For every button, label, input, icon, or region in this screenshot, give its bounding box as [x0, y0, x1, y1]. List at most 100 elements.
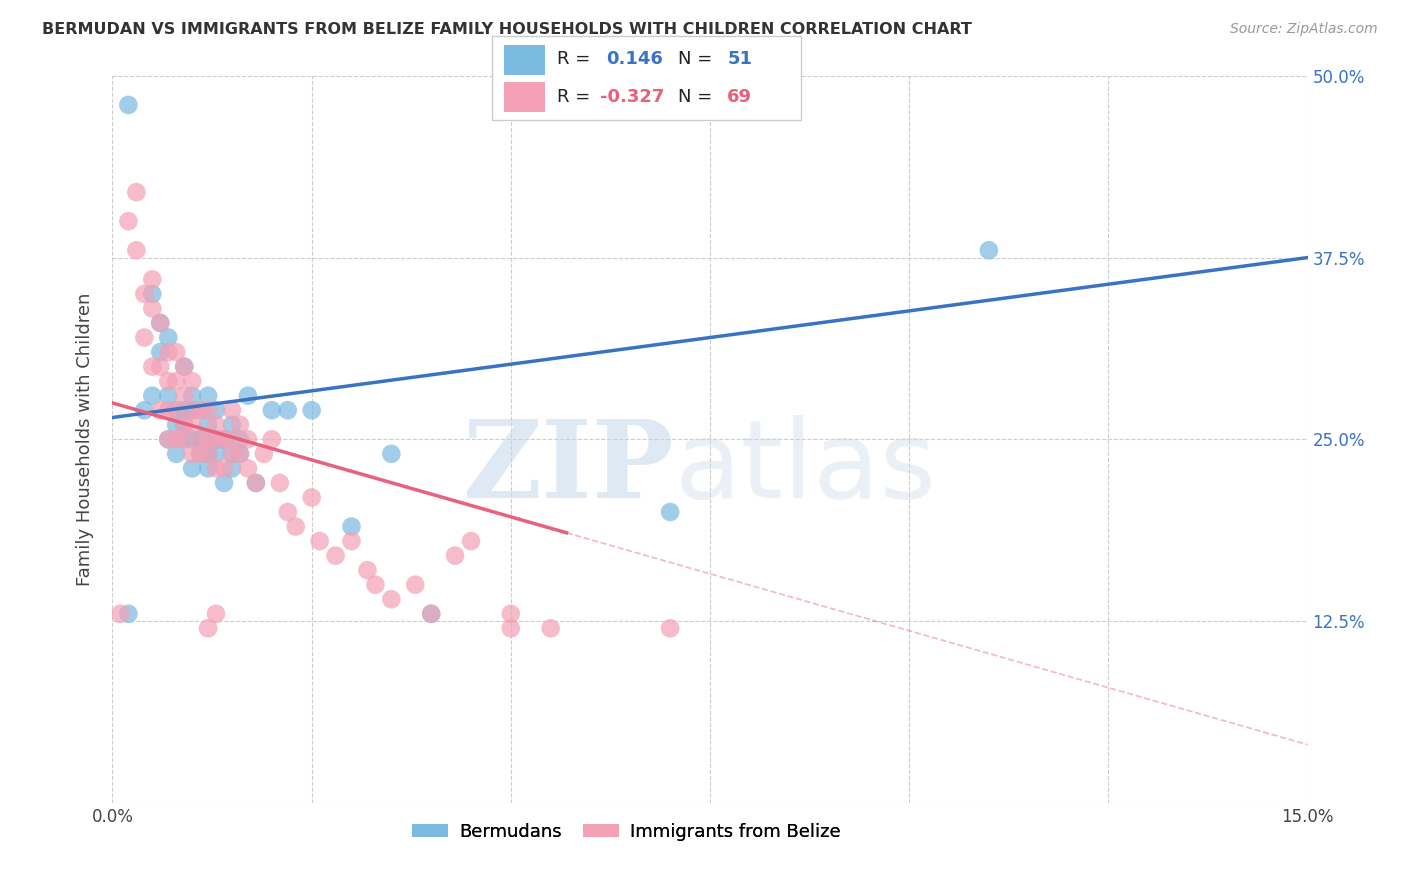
Point [229, 447, 252, 461]
Point [659, 621, 682, 635]
Point [212, 475, 235, 490]
Point [165, 345, 187, 359]
Y-axis label: Family Households with Children: Family Households with Children [76, 293, 94, 586]
Point [181, 403, 204, 417]
Point [141, 359, 163, 374]
Point [165, 447, 187, 461]
Point [188, 432, 211, 446]
Point [141, 389, 163, 403]
Point [277, 505, 299, 519]
Point [134, 330, 156, 344]
Point [141, 287, 163, 301]
Point [977, 244, 1000, 258]
Point [277, 403, 299, 417]
Point [221, 447, 243, 461]
Point [540, 621, 562, 635]
Point [173, 359, 195, 374]
FancyBboxPatch shape [492, 36, 801, 120]
Point [236, 461, 259, 475]
Point [141, 272, 163, 286]
Point [221, 417, 243, 432]
Point [229, 432, 252, 446]
Point [173, 417, 195, 432]
Point [364, 578, 387, 592]
Point [212, 432, 235, 446]
Text: ZIP: ZIP [463, 416, 675, 522]
Point [188, 432, 211, 446]
Point [173, 417, 195, 432]
Text: R =: R = [557, 87, 591, 105]
Point [197, 447, 219, 461]
Point [197, 621, 219, 635]
Point [205, 607, 228, 621]
Text: N =: N = [678, 87, 711, 105]
Point [205, 417, 228, 432]
Bar [505, 82, 544, 112]
Point [420, 607, 443, 621]
Point [149, 316, 172, 330]
Point [181, 417, 204, 432]
Point [380, 447, 402, 461]
Point [157, 330, 180, 344]
Point [165, 432, 187, 446]
Point [221, 403, 243, 417]
Point [117, 98, 139, 112]
Point [181, 447, 204, 461]
Point [236, 389, 259, 403]
Point [197, 389, 219, 403]
Point [149, 345, 172, 359]
Point [110, 607, 132, 621]
Point [420, 607, 443, 621]
Point [173, 432, 195, 446]
Point [165, 403, 187, 417]
Point [205, 432, 228, 446]
Point [499, 621, 522, 635]
Point [229, 417, 252, 432]
Point [173, 359, 195, 374]
Point [197, 447, 219, 461]
Point [149, 359, 172, 374]
Point [157, 403, 180, 417]
Point [173, 403, 195, 417]
Point [134, 287, 156, 301]
Point [260, 432, 283, 446]
Point [181, 461, 204, 475]
Point [301, 403, 323, 417]
Point [205, 432, 228, 446]
Point [157, 374, 180, 388]
Point [308, 534, 330, 549]
Point [356, 563, 378, 577]
Point [173, 432, 195, 446]
Point [188, 432, 211, 446]
Point [301, 491, 323, 505]
Point [157, 432, 180, 446]
Point [340, 519, 363, 533]
Text: Source: ZipAtlas.com: Source: ZipAtlas.com [1230, 22, 1378, 37]
Point [221, 432, 243, 446]
Text: BERMUDAN VS IMMIGRANTS FROM BELIZE FAMILY HOUSEHOLDS WITH CHILDREN CORRELATION C: BERMUDAN VS IMMIGRANTS FROM BELIZE FAMIL… [42, 22, 972, 37]
Point [149, 316, 172, 330]
Point [173, 389, 195, 403]
Point [212, 461, 235, 475]
Point [181, 403, 204, 417]
Point [157, 345, 180, 359]
Point [212, 432, 235, 446]
Point [499, 607, 522, 621]
Point [197, 417, 219, 432]
Point [236, 432, 259, 446]
Text: R =: R = [557, 51, 591, 69]
Point [181, 432, 204, 446]
Point [141, 301, 163, 316]
Point [460, 534, 482, 549]
Point [188, 403, 211, 417]
Point [197, 432, 219, 446]
Point [260, 403, 283, 417]
Point [125, 185, 148, 199]
Point [188, 447, 211, 461]
Point [340, 534, 363, 549]
Point [380, 592, 402, 607]
Point [188, 403, 211, 417]
Text: 51: 51 [727, 51, 752, 69]
Point [181, 374, 204, 388]
Text: 69: 69 [727, 87, 752, 105]
